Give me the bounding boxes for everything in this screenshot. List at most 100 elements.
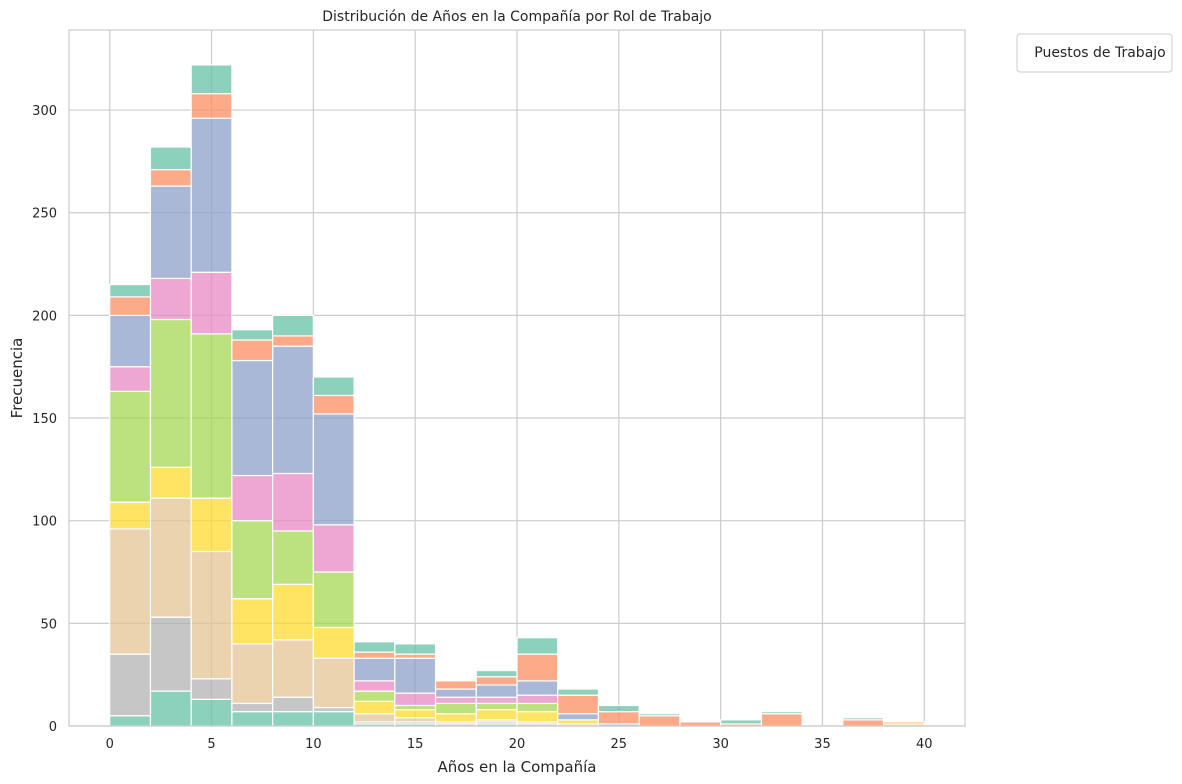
x-tick-label: 30 — [712, 737, 729, 752]
histogram-bar-segment — [231, 598, 274, 645]
stacked-bars — [109, 64, 925, 727]
histogram-bar-segment — [597, 711, 640, 725]
histogram-bar-segment — [190, 550, 233, 680]
histogram-bar-segment — [312, 711, 355, 727]
histogram-bar-segment — [149, 146, 192, 171]
histogram-bar-segment — [149, 466, 192, 499]
x-tick-label: 5 — [207, 737, 215, 752]
histogram-bar-segment — [720, 719, 762, 725]
histogram-bar-segment — [638, 715, 681, 727]
histogram-bar-segment — [475, 708, 518, 721]
histogram-bar-segment — [557, 694, 600, 715]
histogram-bar-segment — [394, 708, 437, 719]
histogram-bar-segment — [394, 657, 437, 694]
plot-frame — [68, 29, 966, 727]
histogram-bar-segment — [516, 694, 559, 705]
histogram-bar-segment — [109, 296, 152, 316]
histogram-bar-segment — [312, 413, 355, 526]
histogram-bar-segment — [272, 639, 314, 698]
histogram-bar-segment — [842, 717, 885, 721]
histogram-bar-segment — [231, 711, 274, 727]
histogram-bar-segment — [516, 637, 559, 655]
histogram-bar-segment — [272, 314, 314, 337]
histogram-bar-segment — [149, 169, 192, 187]
histogram-bar-segment — [190, 271, 233, 335]
legend-box: Puestos de Trabajo — [1016, 33, 1173, 73]
y-tick-label: 150 — [32, 412, 57, 427]
histogram-bar-segment — [109, 653, 152, 717]
histogram-bar-segment — [272, 530, 314, 585]
histogram-bar-segment — [109, 366, 152, 392]
legend-title: Puestos de Trabajo — [1034, 45, 1165, 61]
histogram-bar-segment — [109, 715, 152, 727]
histogram-bar-segment — [231, 339, 274, 362]
histogram-bar-segment — [190, 93, 233, 119]
histogram-bar-segment — [190, 698, 233, 727]
x-tick-label: 15 — [407, 737, 424, 752]
histogram-bar-segment — [434, 713, 477, 723]
histogram-bar-segment — [475, 702, 518, 711]
histogram-bar-segment — [272, 472, 314, 532]
x-axis-title: Años en la Compañía — [437, 758, 596, 776]
histogram-bar-segment — [516, 711, 559, 723]
x-tick-label: 0 — [106, 737, 114, 752]
histogram-bar-segment — [394, 704, 437, 711]
histogram-bar-segment — [475, 684, 518, 698]
y-tick-label: 100 — [32, 515, 57, 530]
histogram-bar-segment — [434, 680, 477, 690]
histogram-bar-segment — [353, 651, 396, 659]
histogram-bar-segment — [190, 497, 233, 553]
histogram-bar-segment — [516, 680, 559, 696]
histogram-bar-segment — [109, 528, 152, 655]
x-tick-label: 25 — [611, 737, 628, 752]
histogram-bar-segment — [312, 376, 355, 397]
histogram-bar-segment — [272, 711, 314, 727]
histogram-bar-segment — [475, 696, 518, 705]
histogram-bar-segment — [557, 719, 600, 725]
y-tick-label: 0 — [49, 720, 57, 735]
histogram-bar-segment — [434, 702, 477, 715]
histogram-bar-segment — [149, 497, 192, 618]
histogram-bar-segment — [231, 702, 274, 713]
histogram-bar-segment — [557, 713, 600, 721]
histogram-bar-segment — [272, 345, 314, 475]
histogram-bar-segment — [394, 643, 437, 655]
histogram-bar-segment — [272, 335, 314, 347]
y-tick-labels: 0 50 100 150 200 250 300 — [32, 104, 57, 735]
histogram-bar-segment — [109, 283, 152, 298]
histogram-bar-segment — [149, 318, 192, 468]
histogram-bar-segment — [394, 717, 437, 723]
chart-title: Distribución de Años en la Compañía por … — [322, 9, 712, 25]
histogram-bar-segment — [475, 669, 518, 678]
histogram-bar-segment — [353, 680, 396, 692]
histogram-bar-segment — [353, 690, 396, 702]
histogram-bar-segment — [516, 702, 559, 713]
histogram-bar-segment — [842, 719, 885, 727]
histogram-bar-segment — [475, 676, 518, 686]
histogram-bar-segment — [679, 721, 722, 727]
histogram-bar-segment — [882, 721, 925, 725]
histogram-bar-segment — [149, 616, 192, 692]
histogram-bar-segment — [190, 678, 233, 700]
y-tick-label: 300 — [32, 104, 57, 119]
x-tick-labels: 0 5 10 15 20 25 30 35 40 — [106, 737, 933, 752]
histogram-bar-segment — [149, 185, 192, 280]
y-tick-label: 50 — [40, 617, 57, 632]
histogram-bar-segment — [760, 713, 803, 727]
y-tick-label: 200 — [32, 309, 57, 324]
histogram-bar-segment — [312, 626, 355, 659]
histogram-bar-segment — [312, 706, 355, 713]
histogram-bar-segment — [190, 64, 233, 95]
histogram-bar-segment — [109, 314, 152, 368]
histogram-bar-segment — [109, 390, 152, 503]
histogram-bar-segment — [760, 711, 803, 715]
histogram-bar-segment — [434, 696, 477, 705]
histogram-bar-segment — [190, 333, 233, 499]
histogram-bar-segment — [272, 583, 314, 641]
histogram-bar-segment — [312, 524, 355, 573]
histogram-bar-segment — [149, 277, 192, 321]
histogram-bar-segment — [434, 688, 477, 698]
histogram-bar-segment — [109, 501, 152, 530]
legend-frame — [1016, 33, 1173, 73]
